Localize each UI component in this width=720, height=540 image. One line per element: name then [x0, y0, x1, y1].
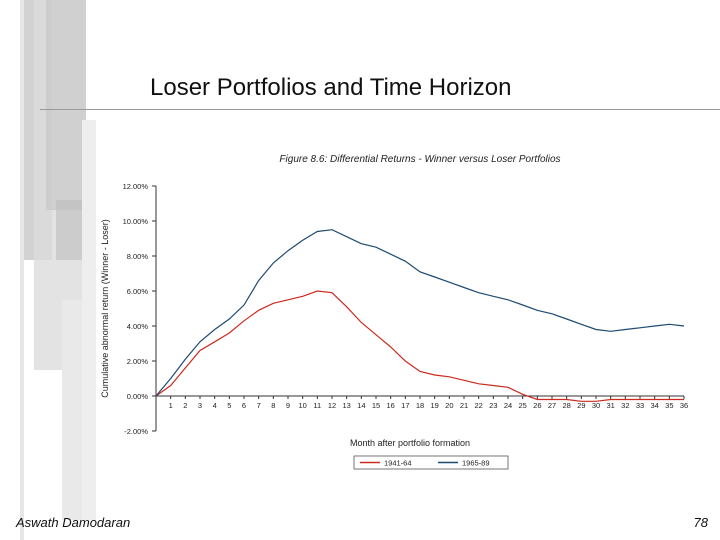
y-tick-label: 10.00%: [123, 217, 149, 226]
x-tick-label: 35: [665, 401, 673, 410]
decorative-block: [62, 300, 82, 520]
x-tick-label: 32: [621, 401, 629, 410]
y-tick-label: 6.00%: [127, 287, 149, 296]
decorative-block: [46, 0, 86, 210]
series-line-1941-64: [155, 290, 684, 402]
x-tick-label: 1: [169, 401, 173, 410]
series-line-1965-89: [155, 229, 685, 397]
page-number: 78: [693, 515, 708, 530]
decorative-block: [34, 300, 62, 370]
chart-svg: Figure 8.6: Differential Returns - Winne…: [100, 154, 688, 470]
x-tick-label: 19: [430, 401, 438, 410]
title-divider: [40, 109, 720, 110]
x-tick-label: 27: [548, 401, 556, 410]
decorative-block: [82, 120, 96, 520]
x-tick-label: 11: [313, 401, 321, 410]
y-tick-label: -2.00%: [124, 427, 148, 436]
decorative-bar: [20, 0, 24, 540]
x-axis-label: Month after portfolio formation: [350, 438, 470, 448]
x-tick-label: 20: [445, 401, 453, 410]
y-tick-label: 2.00%: [127, 357, 149, 366]
x-tick-label: 9: [286, 401, 290, 410]
x-tick-label: 8: [271, 401, 275, 410]
x-tick-label: 4: [213, 401, 217, 410]
x-tick-label: 22: [474, 401, 482, 410]
x-tick-label: 3: [198, 401, 202, 410]
x-tick-label: 12: [328, 401, 336, 410]
legend-label: 1941-64: [384, 459, 412, 468]
decorative-block: [56, 200, 86, 260]
x-tick-label: 2: [183, 401, 187, 410]
x-tick-label: 29: [577, 401, 585, 410]
x-tick-label: 21: [460, 401, 468, 410]
legend-box: [353, 455, 509, 470]
x-tick-label: 18: [416, 401, 424, 410]
x-tick-label: 25: [518, 401, 526, 410]
x-tick-label: 23: [489, 401, 497, 410]
y-tick-label: 0.00%: [127, 392, 149, 401]
chart-area: Figure 8.6: Differential Returns - Winne…: [96, 140, 700, 500]
x-tick-label: 7: [257, 401, 261, 410]
footer-author: Aswath Damodaran: [16, 515, 131, 530]
x-tick-label: 28: [562, 401, 570, 410]
x-tick-label: 31: [606, 401, 614, 410]
x-tick-label: 34: [650, 401, 658, 410]
y-tick-label: 8.00%: [127, 252, 149, 261]
x-tick-label: 17: [401, 401, 409, 410]
y-tick-label: 4.00%: [127, 322, 149, 331]
x-tick-label: 5: [227, 401, 231, 410]
y-axis-label: Cumulative abnormal return (Winner - Los…: [100, 219, 110, 398]
y-tick-label: 12.00%: [123, 182, 149, 191]
x-tick-label: 6: [242, 401, 246, 410]
x-tick-label: 13: [342, 401, 350, 410]
x-tick-label: 33: [636, 401, 644, 410]
slide-title: Loser Portfolios and Time Horizon: [150, 74, 512, 101]
legend-label: 1965-89: [462, 459, 490, 468]
x-tick-label: 30: [592, 401, 600, 410]
x-tick-label: 36: [680, 401, 688, 410]
x-tick-label: 26: [533, 401, 541, 410]
chart-title: Figure 8.6: Differential Returns - Winne…: [279, 154, 560, 165]
x-tick-label: 15: [372, 401, 380, 410]
x-tick-label: 24: [504, 401, 512, 410]
x-tick-label: 16: [386, 401, 394, 410]
x-tick-label: 10: [298, 401, 306, 410]
x-tick-label: 14: [357, 401, 365, 410]
